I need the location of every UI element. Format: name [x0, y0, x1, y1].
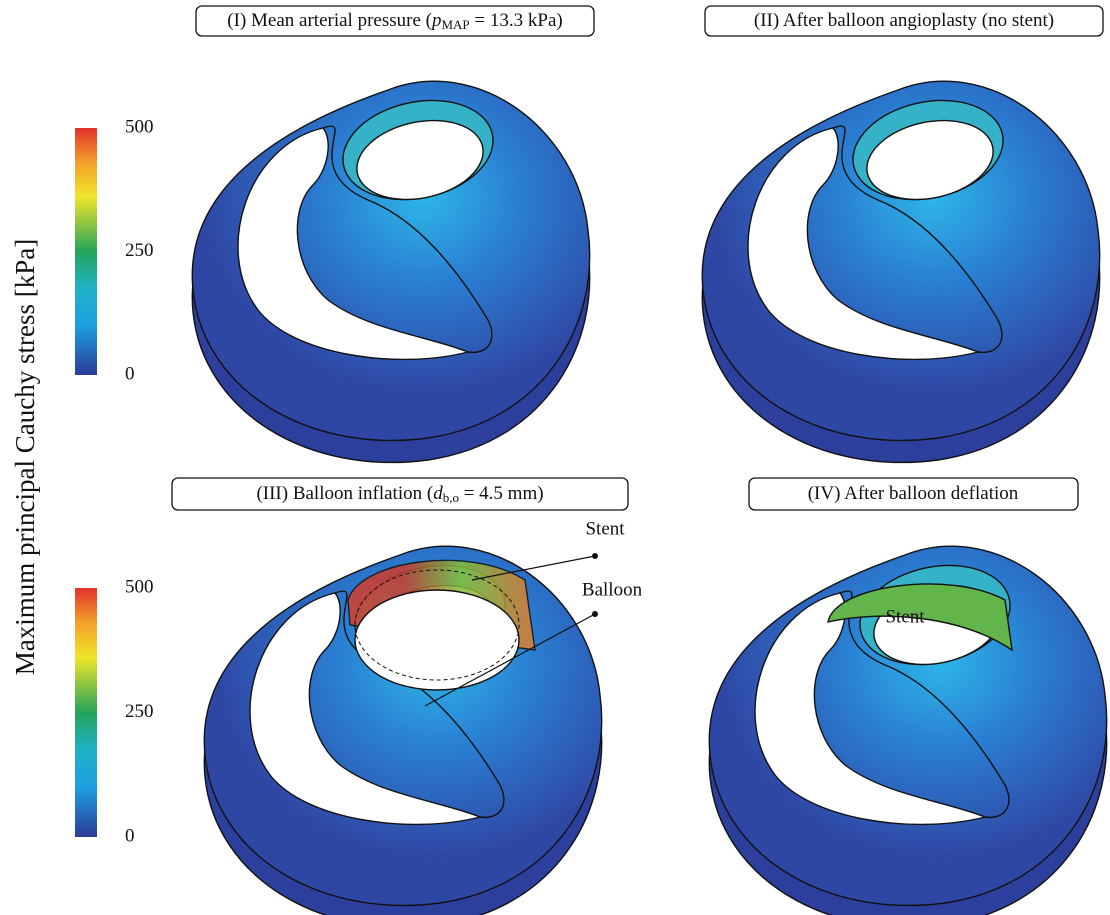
- colorbar-tick-label: 250: [125, 240, 154, 261]
- annotation: Stent: [585, 518, 625, 539]
- annotation: Stent: [885, 606, 925, 627]
- colorbar-label: Maximum principal Cauchy stress [kPa]: [10, 239, 40, 675]
- panel-title: (I) Mean arterial pressure (pMAP = 13.3 …: [227, 10, 562, 32]
- leader-dot: [592, 611, 598, 617]
- colorbar-tick-label: 500: [125, 576, 154, 597]
- panel: (II) After balloon angioplasty (no stent…: [702, 6, 1103, 462]
- colorbar-tick-label: 0: [125, 363, 135, 384]
- colorbar: [75, 128, 97, 375]
- artery-section: [192, 81, 589, 462]
- panel: (III) Balloon inflation (db,o = 4.5 mm) …: [172, 478, 643, 915]
- colorbar-tick-label: 0: [125, 825, 135, 846]
- panel-title: (IV) After balloon deflation: [808, 483, 1019, 504]
- balloon: [355, 590, 519, 690]
- colorbar: [75, 588, 97, 837]
- colorbar-tick-label: 500: [125, 116, 154, 137]
- panel: (IV) After balloon deflation Stent: [709, 478, 1106, 915]
- annotation: Balloon: [582, 579, 643, 600]
- panel-title: (III) Balloon inflation (db,o = 4.5 mm): [256, 483, 543, 505]
- colorbar-tick-label: 250: [125, 701, 154, 722]
- figure: Maximum principal Cauchy stress [kPa] (I…: [0, 0, 1110, 915]
- panel: (I) Mean arterial pressure (pMAP = 13.3 …: [192, 6, 594, 462]
- panel-title: (II) After balloon angioplasty (no stent…: [754, 10, 1054, 31]
- artery-section: [702, 81, 1099, 462]
- leader-dot: [592, 553, 598, 559]
